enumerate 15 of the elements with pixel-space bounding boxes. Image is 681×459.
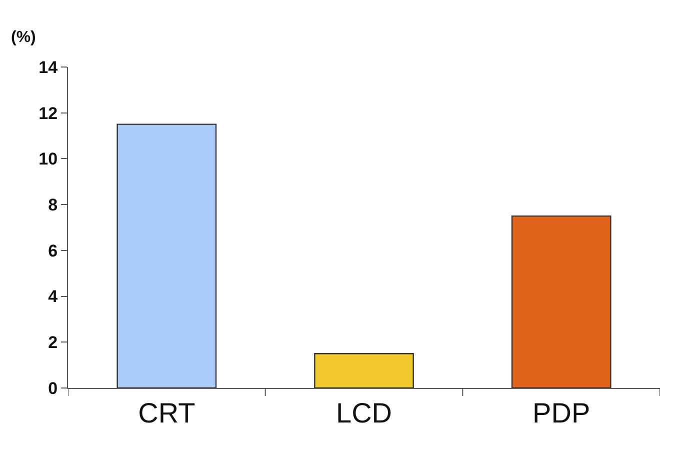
y-tick-label: 0: [48, 378, 58, 398]
y-tick-label: 12: [38, 104, 58, 123]
bar: [314, 353, 414, 388]
x-tick-label: LCD: [336, 398, 392, 429]
y-tick-label: 2: [48, 333, 58, 352]
y-tick-label: 4: [48, 287, 58, 306]
x-tick-label: PDP: [532, 398, 590, 429]
x-tick-label: CRT: [138, 398, 196, 429]
y-tick-label: 10: [38, 150, 58, 169]
y-axis-title: (%): [11, 29, 36, 46]
y-tick-label: 14: [38, 58, 58, 77]
bar: [116, 124, 217, 388]
y-tick-label: 6: [48, 241, 58, 260]
bar: [511, 215, 612, 388]
y-tick-label: 8: [48, 196, 58, 215]
